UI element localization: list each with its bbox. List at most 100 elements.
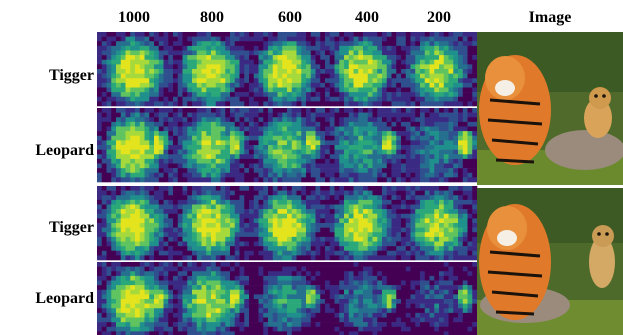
- heatmap-cell: [182, 140, 188, 146]
- heatmap-cell: [458, 131, 464, 137]
- heatmap-cell: [344, 186, 350, 191]
- heatmap-cell: [382, 92, 388, 98]
- heatmap-cell: [206, 158, 212, 164]
- heatmap-cell: [420, 168, 426, 174]
- heatmap-cell: [382, 246, 388, 252]
- heatmap-cell: [291, 82, 297, 88]
- heatmap-cell: [239, 158, 245, 164]
- heatmap-cell: [258, 64, 264, 70]
- heatmap-cell: [201, 209, 207, 215]
- heatmap-cell: [434, 112, 440, 118]
- heatmap-cell: [177, 59, 183, 65]
- heatmap-cell: [268, 331, 274, 335]
- heatmap-cell: [434, 59, 440, 65]
- heatmap-cell: [443, 232, 449, 238]
- heatmap-cell: [382, 255, 388, 261]
- heatmap-cell: [287, 250, 293, 256]
- heatmap-cell: [348, 271, 354, 277]
- heatmap-cell: [424, 135, 430, 141]
- heatmap-cell: [453, 69, 459, 74]
- heatmap-cell: [158, 149, 164, 155]
- heatmap-cell: [244, 232, 250, 238]
- heatmap-cell: [168, 322, 174, 328]
- heatmap-cell: [182, 190, 188, 196]
- heatmap-cell: [353, 154, 359, 160]
- heatmap-cell: [97, 82, 103, 88]
- heatmap-cell: [177, 149, 183, 155]
- heatmap-cell: [192, 250, 198, 256]
- heatmap-cell: [291, 131, 297, 137]
- heatmap-cell: [111, 82, 117, 88]
- heatmap-cell: [391, 96, 397, 102]
- heatmap-cell: [458, 73, 464, 79]
- heatmap-cell: [358, 223, 364, 228]
- heatmap-cell: [201, 140, 207, 146]
- heatmap-cell: [253, 101, 259, 107]
- heatmap-cell: [334, 285, 340, 291]
- heatmap-cell: [187, 131, 193, 137]
- heatmap-cell: [415, 50, 421, 56]
- heatmap-cell: [149, 218, 155, 224]
- heatmap-cell: [139, 236, 145, 242]
- heatmap-cell: [453, 55, 459, 61]
- heatmap-cell: [391, 303, 397, 309]
- heatmap-cell: [177, 275, 183, 281]
- heatmap-cell: [325, 158, 331, 164]
- heatmap-cell: [367, 289, 373, 295]
- heatmap-cell: [239, 271, 245, 277]
- heatmap-cell: [230, 271, 236, 277]
- heatmap-cell: [144, 204, 150, 210]
- heatmap-cell: [230, 308, 236, 314]
- heatmap-cell: [149, 96, 155, 102]
- heatmap-cell: [215, 190, 221, 196]
- heatmap-cell: [405, 92, 411, 98]
- heatmap-cell: [287, 312, 293, 318]
- heatmap-cell: [377, 73, 383, 79]
- heatmap-cell: [215, 186, 221, 191]
- heatmap-cell: [230, 280, 236, 286]
- heatmap-cell: [472, 41, 478, 47]
- heatmap-cell: [239, 294, 245, 300]
- heatmap-cell: [377, 172, 383, 178]
- heatmap-cell: [277, 223, 283, 228]
- heatmap-cell: [220, 285, 226, 291]
- heatmap-cell: [173, 250, 179, 256]
- heatmap-cell: [315, 41, 321, 47]
- heatmap-cell: [467, 158, 473, 164]
- heatmap-cell: [258, 78, 264, 84]
- heatmap-cell: [268, 204, 274, 210]
- heatmap-cell: [287, 145, 293, 150]
- heatmap-cell: [120, 145, 126, 150]
- heatmap-cell: [287, 177, 293, 183]
- heatmap-cell: [139, 154, 145, 160]
- heatmap-cell: [372, 289, 378, 295]
- heatmap-cell: [291, 69, 297, 74]
- heatmap-cell: [429, 294, 435, 300]
- heatmap-cell: [234, 96, 240, 102]
- heatmap-cell: [277, 126, 283, 132]
- heatmap-cell: [173, 177, 179, 183]
- heatmap-cell: [329, 266, 335, 272]
- heatmap-cell: [401, 186, 407, 191]
- heatmap-cell: [230, 262, 236, 267]
- heatmap-cell: [320, 326, 326, 332]
- heatmap-cell: [382, 195, 388, 201]
- heatmap-cell: [396, 275, 402, 281]
- heatmap-cell: [230, 322, 236, 328]
- heatmap-cell: [182, 303, 188, 309]
- row-label-leopard-2: Leopard: [35, 290, 94, 307]
- heatmap-cell: [329, 96, 335, 102]
- heatmap-cell: [215, 317, 221, 323]
- heatmap-cell: [106, 303, 112, 309]
- heatmap-cell: [472, 131, 478, 137]
- heatmap-cell: [334, 64, 340, 70]
- heatmap-cell: [291, 271, 297, 277]
- heatmap-cell: [348, 317, 354, 323]
- heatmap-cell: [334, 36, 340, 42]
- heatmap-cell: [215, 308, 221, 314]
- heatmap-cell: [391, 36, 397, 42]
- heatmap-cell: [196, 218, 202, 224]
- heatmap-cell: [434, 241, 440, 247]
- heatmap-cell: [215, 78, 221, 84]
- heatmap-cell: [344, 82, 350, 88]
